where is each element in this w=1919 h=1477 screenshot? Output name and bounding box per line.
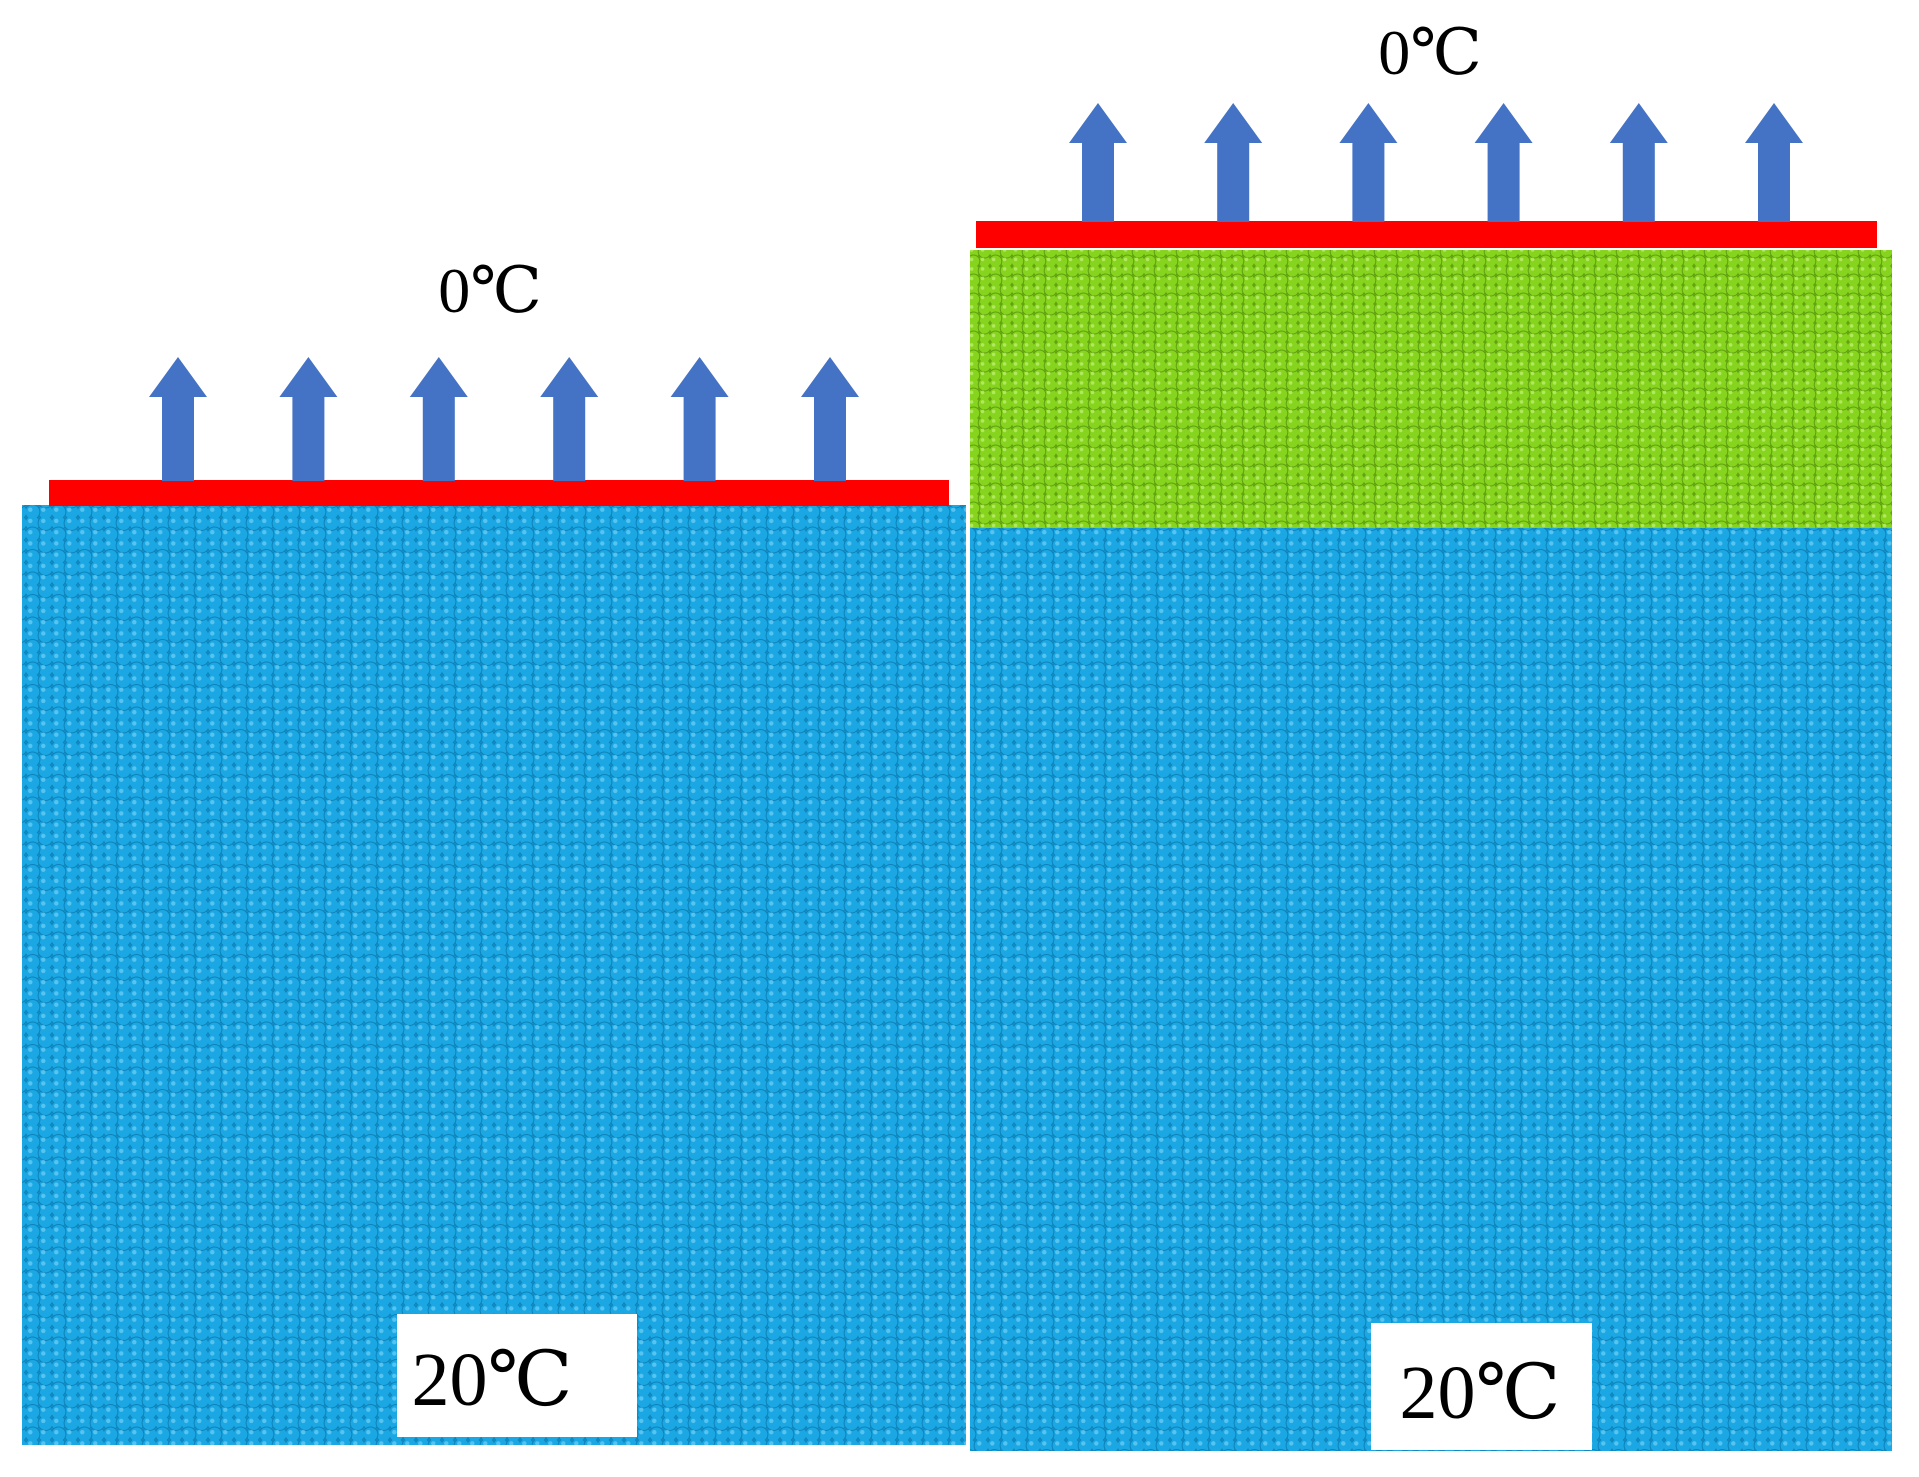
right-arrow-up-icon-5 [1609,103,1668,222]
right-arrow-up-icon-2 [1204,103,1263,222]
left-panel: 0℃ 20℃ [22,255,966,1445]
left-arrows [149,357,859,481]
right-top-temperature: 0℃ [1378,17,1482,88]
left-arrow-up-icon-2 [279,357,338,481]
right-bottom-temperature: 20℃ [1399,1351,1560,1435]
left-arrow-up-icon-5 [670,357,729,481]
right-arrow-up-icon-3 [1339,103,1398,222]
right-arrows [1069,103,1803,222]
right-arrow-up-icon-1 [1069,103,1127,222]
left-bottom-temperature: 20℃ [411,1338,572,1422]
left-arrow-up-icon-3 [409,357,468,481]
left-cold-plate [49,480,949,506]
left-arrow-up-icon-4 [540,357,599,481]
left-water-layer [22,505,966,1445]
left-arrow-up-icon-6 [801,357,859,481]
left-bottom-label-box [397,1314,637,1437]
left-arrow-up-icon-1 [149,357,207,481]
right-cold-plate [976,221,1877,248]
right-bottom-label-box [1371,1323,1592,1450]
left-top-temperature: 0℃ [438,255,542,326]
right-water-layer [970,528,1892,1451]
right-arrow-up-icon-4 [1474,103,1533,222]
right-ice-layer [970,250,1892,528]
right-panel: 0℃ 20℃ [970,17,1892,1451]
right-arrow-up-icon-6 [1745,103,1803,222]
